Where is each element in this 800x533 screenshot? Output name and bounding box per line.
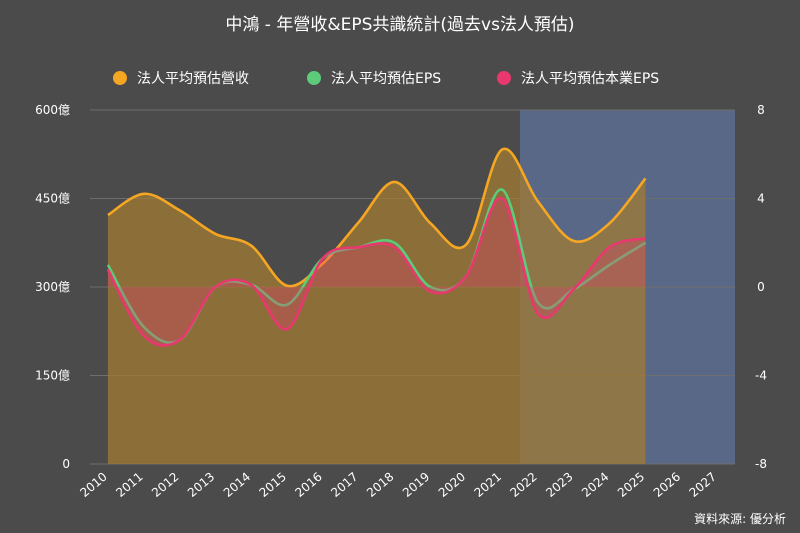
legend-dot-core-eps <box>497 71 511 85</box>
x-tick: 2021 <box>472 470 504 500</box>
series-line-0 <box>107 147 647 288</box>
x-tick: 2019 <box>400 470 432 500</box>
source-note: 資料來源: 優分析 <box>694 512 786 526</box>
y-left-tick: 150億 <box>35 369 70 383</box>
series-line-2 <box>106 197 646 347</box>
x-tick: 2020 <box>436 470 468 500</box>
x-tick: 2025 <box>615 470 647 500</box>
x-tick: 2016 <box>292 470 324 500</box>
legend-label-core-eps: 法人平均預估本業EPS <box>521 71 660 87</box>
series-area-0 <box>107 148 646 464</box>
x-tick: 2023 <box>543 470 575 500</box>
y-right-tick: 0 <box>757 280 765 294</box>
x-tick: 2011 <box>113 470 145 500</box>
x-tick: 2012 <box>149 470 181 500</box>
x-tick: 2024 <box>579 470 611 500</box>
y-right-tick: -8 <box>755 457 767 471</box>
series-area-2 <box>107 198 646 346</box>
y-right-tick: 4 <box>757 192 765 206</box>
y-left-tick: 600億 <box>35 103 70 117</box>
legend-label-eps: 法人平均預估EPS <box>331 71 442 87</box>
legend-label-revenue: 法人平均預估營收 <box>137 71 249 87</box>
x-tick: 2013 <box>185 470 217 500</box>
y-right-tick: -4 <box>755 369 767 383</box>
y-left-tick: 0 <box>62 457 70 471</box>
x-tick: 2027 <box>687 470 719 500</box>
x-tick: 2026 <box>651 470 683 500</box>
x-tick: 2018 <box>364 470 396 500</box>
x-tick: 2022 <box>507 470 539 500</box>
x-tick: 2010 <box>77 470 109 500</box>
legend-item-eps[interactable]: 法人平均預估EPS <box>307 68 441 88</box>
legend-item-core-eps[interactable]: 法人平均預估本業EPS <box>497 68 659 88</box>
legend-item-revenue[interactable]: 法人平均預估營收 <box>113 68 249 88</box>
x-tick: 2017 <box>328 470 360 500</box>
x-tick: 2014 <box>221 470 253 500</box>
y-left-tick: 450億 <box>35 192 70 206</box>
x-tick: 2015 <box>257 470 289 500</box>
y-right-tick: 8 <box>757 103 765 117</box>
legend-dot-revenue <box>113 71 127 85</box>
legend: 法人平均預估營收 法人平均預估EPS 法人平均預估本業EPS <box>0 68 800 90</box>
chart-title: 中鴻 - 年營收&EPS共識統計(過去vs法人預估) <box>225 15 575 35</box>
y-left-tick: 300億 <box>35 280 70 294</box>
legend-dot-eps <box>307 71 321 85</box>
